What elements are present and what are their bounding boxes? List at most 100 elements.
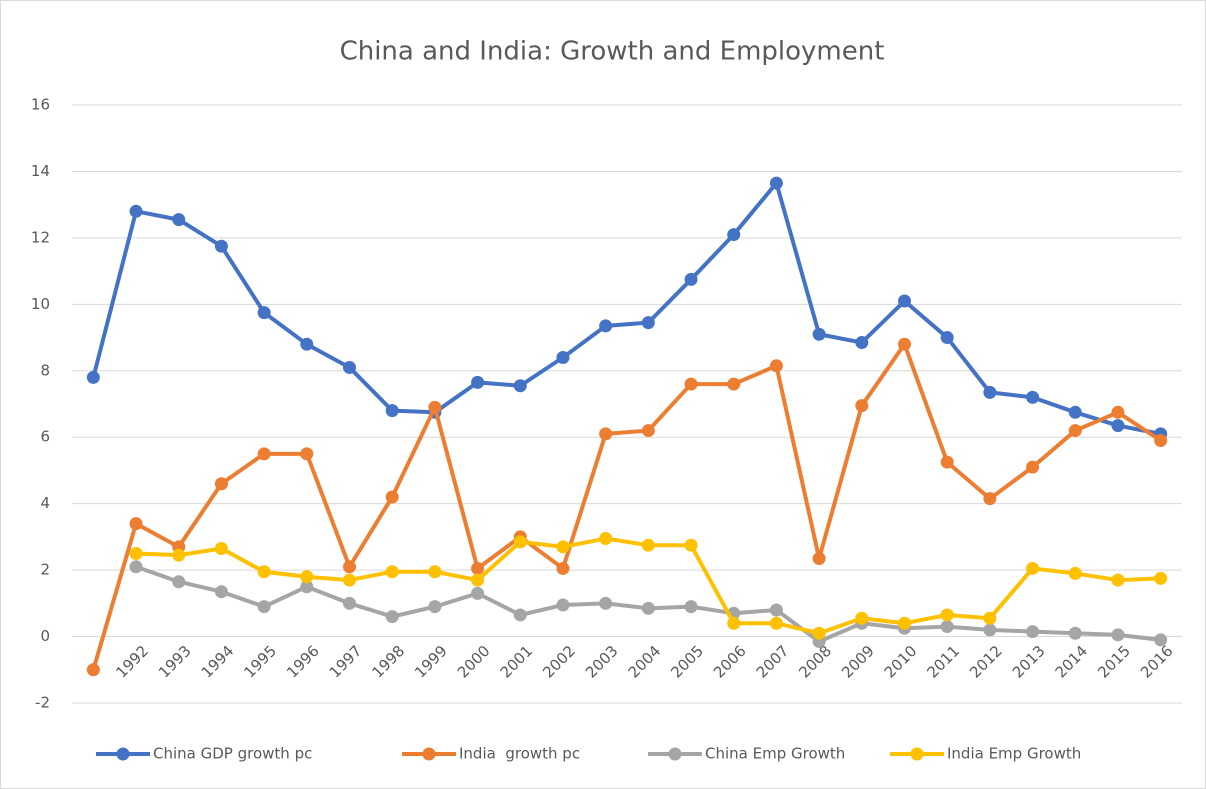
data-point xyxy=(641,424,655,438)
legend-marker xyxy=(422,747,436,761)
data-point xyxy=(684,538,698,552)
data-point xyxy=(385,490,399,504)
data-point xyxy=(727,228,741,242)
data-point xyxy=(214,477,228,491)
y-tick-label: 8 xyxy=(40,361,50,379)
data-point xyxy=(812,626,826,640)
data-point xyxy=(1026,625,1040,639)
data-point xyxy=(599,596,613,610)
y-tick-label: 0 xyxy=(40,627,50,645)
data-point xyxy=(428,400,442,414)
data-point xyxy=(769,616,783,630)
data-point xyxy=(300,337,314,351)
y-tick-label: 16 xyxy=(31,96,50,114)
data-point xyxy=(257,306,271,320)
data-point xyxy=(769,176,783,190)
data-point xyxy=(172,548,186,562)
data-point xyxy=(855,336,869,350)
data-point xyxy=(257,447,271,461)
data-point xyxy=(513,608,527,622)
legend-marker xyxy=(668,747,682,761)
legend-label: China Emp Growth xyxy=(705,745,845,763)
data-point xyxy=(343,360,356,374)
data-point xyxy=(257,600,271,614)
data-point xyxy=(300,570,314,584)
data-point xyxy=(556,598,570,612)
data-point xyxy=(471,573,485,587)
data-point xyxy=(214,239,228,253)
y-tick-label: 14 xyxy=(31,162,50,180)
data-point xyxy=(385,610,399,624)
y-tick-label: -2 xyxy=(35,694,50,712)
data-point xyxy=(684,272,698,286)
data-point xyxy=(855,399,869,413)
data-point xyxy=(513,535,527,549)
data-point xyxy=(556,561,570,575)
legend-label: India Emp Growth xyxy=(947,745,1081,763)
y-tick-label: 6 xyxy=(40,428,50,446)
data-point xyxy=(385,404,399,418)
data-point xyxy=(898,616,911,630)
data-point xyxy=(86,370,100,384)
data-point xyxy=(940,620,954,634)
data-point xyxy=(343,560,356,574)
data-point xyxy=(983,623,997,637)
y-tick-label: 12 xyxy=(31,228,50,246)
data-point xyxy=(343,596,356,610)
data-point xyxy=(599,427,613,441)
data-point xyxy=(983,492,997,506)
data-point xyxy=(898,294,911,308)
legend-label: India growth pc xyxy=(459,745,580,763)
data-point xyxy=(812,327,826,341)
data-point xyxy=(1068,626,1082,640)
data-point xyxy=(471,561,485,575)
data-point xyxy=(599,319,613,333)
data-point xyxy=(129,547,143,560)
data-point xyxy=(1026,561,1040,575)
data-point xyxy=(855,611,869,625)
data-point xyxy=(1068,566,1082,580)
data-point xyxy=(172,575,186,589)
data-point xyxy=(214,542,228,556)
chart-title: China and India: Growth and Employment xyxy=(340,37,885,67)
data-point xyxy=(1154,434,1168,448)
data-point xyxy=(1068,424,1082,438)
data-point xyxy=(428,565,442,579)
data-point xyxy=(214,585,228,599)
series-line xyxy=(91,342,1162,671)
data-point xyxy=(684,600,698,614)
data-point xyxy=(129,517,143,531)
data-point xyxy=(129,204,143,218)
data-point xyxy=(428,600,442,614)
data-point xyxy=(1068,405,1082,419)
data-point xyxy=(898,337,911,351)
data-point xyxy=(727,616,741,630)
data-point xyxy=(940,455,954,469)
legend-marker xyxy=(910,747,924,761)
y-tick-label: 2 xyxy=(40,561,50,579)
data-point xyxy=(983,385,997,399)
data-point xyxy=(172,213,186,227)
data-point xyxy=(300,580,314,594)
data-point xyxy=(940,608,954,622)
data-point xyxy=(983,611,997,625)
data-point xyxy=(641,316,655,330)
data-point xyxy=(812,551,826,565)
data-point xyxy=(1111,419,1125,433)
data-point xyxy=(471,586,485,600)
data-point xyxy=(556,350,570,364)
data-point xyxy=(1154,571,1168,585)
data-point xyxy=(727,377,741,391)
data-point xyxy=(769,359,783,373)
data-point xyxy=(1111,573,1125,587)
data-point xyxy=(471,375,485,389)
data-point xyxy=(599,532,613,546)
data-point xyxy=(129,560,143,574)
data-point xyxy=(641,601,655,615)
y-tick-label: 10 xyxy=(31,295,50,313)
data-point xyxy=(684,377,698,391)
data-point xyxy=(1026,460,1040,474)
legend-label: China GDP growth pc xyxy=(153,745,312,763)
data-point xyxy=(343,573,356,587)
